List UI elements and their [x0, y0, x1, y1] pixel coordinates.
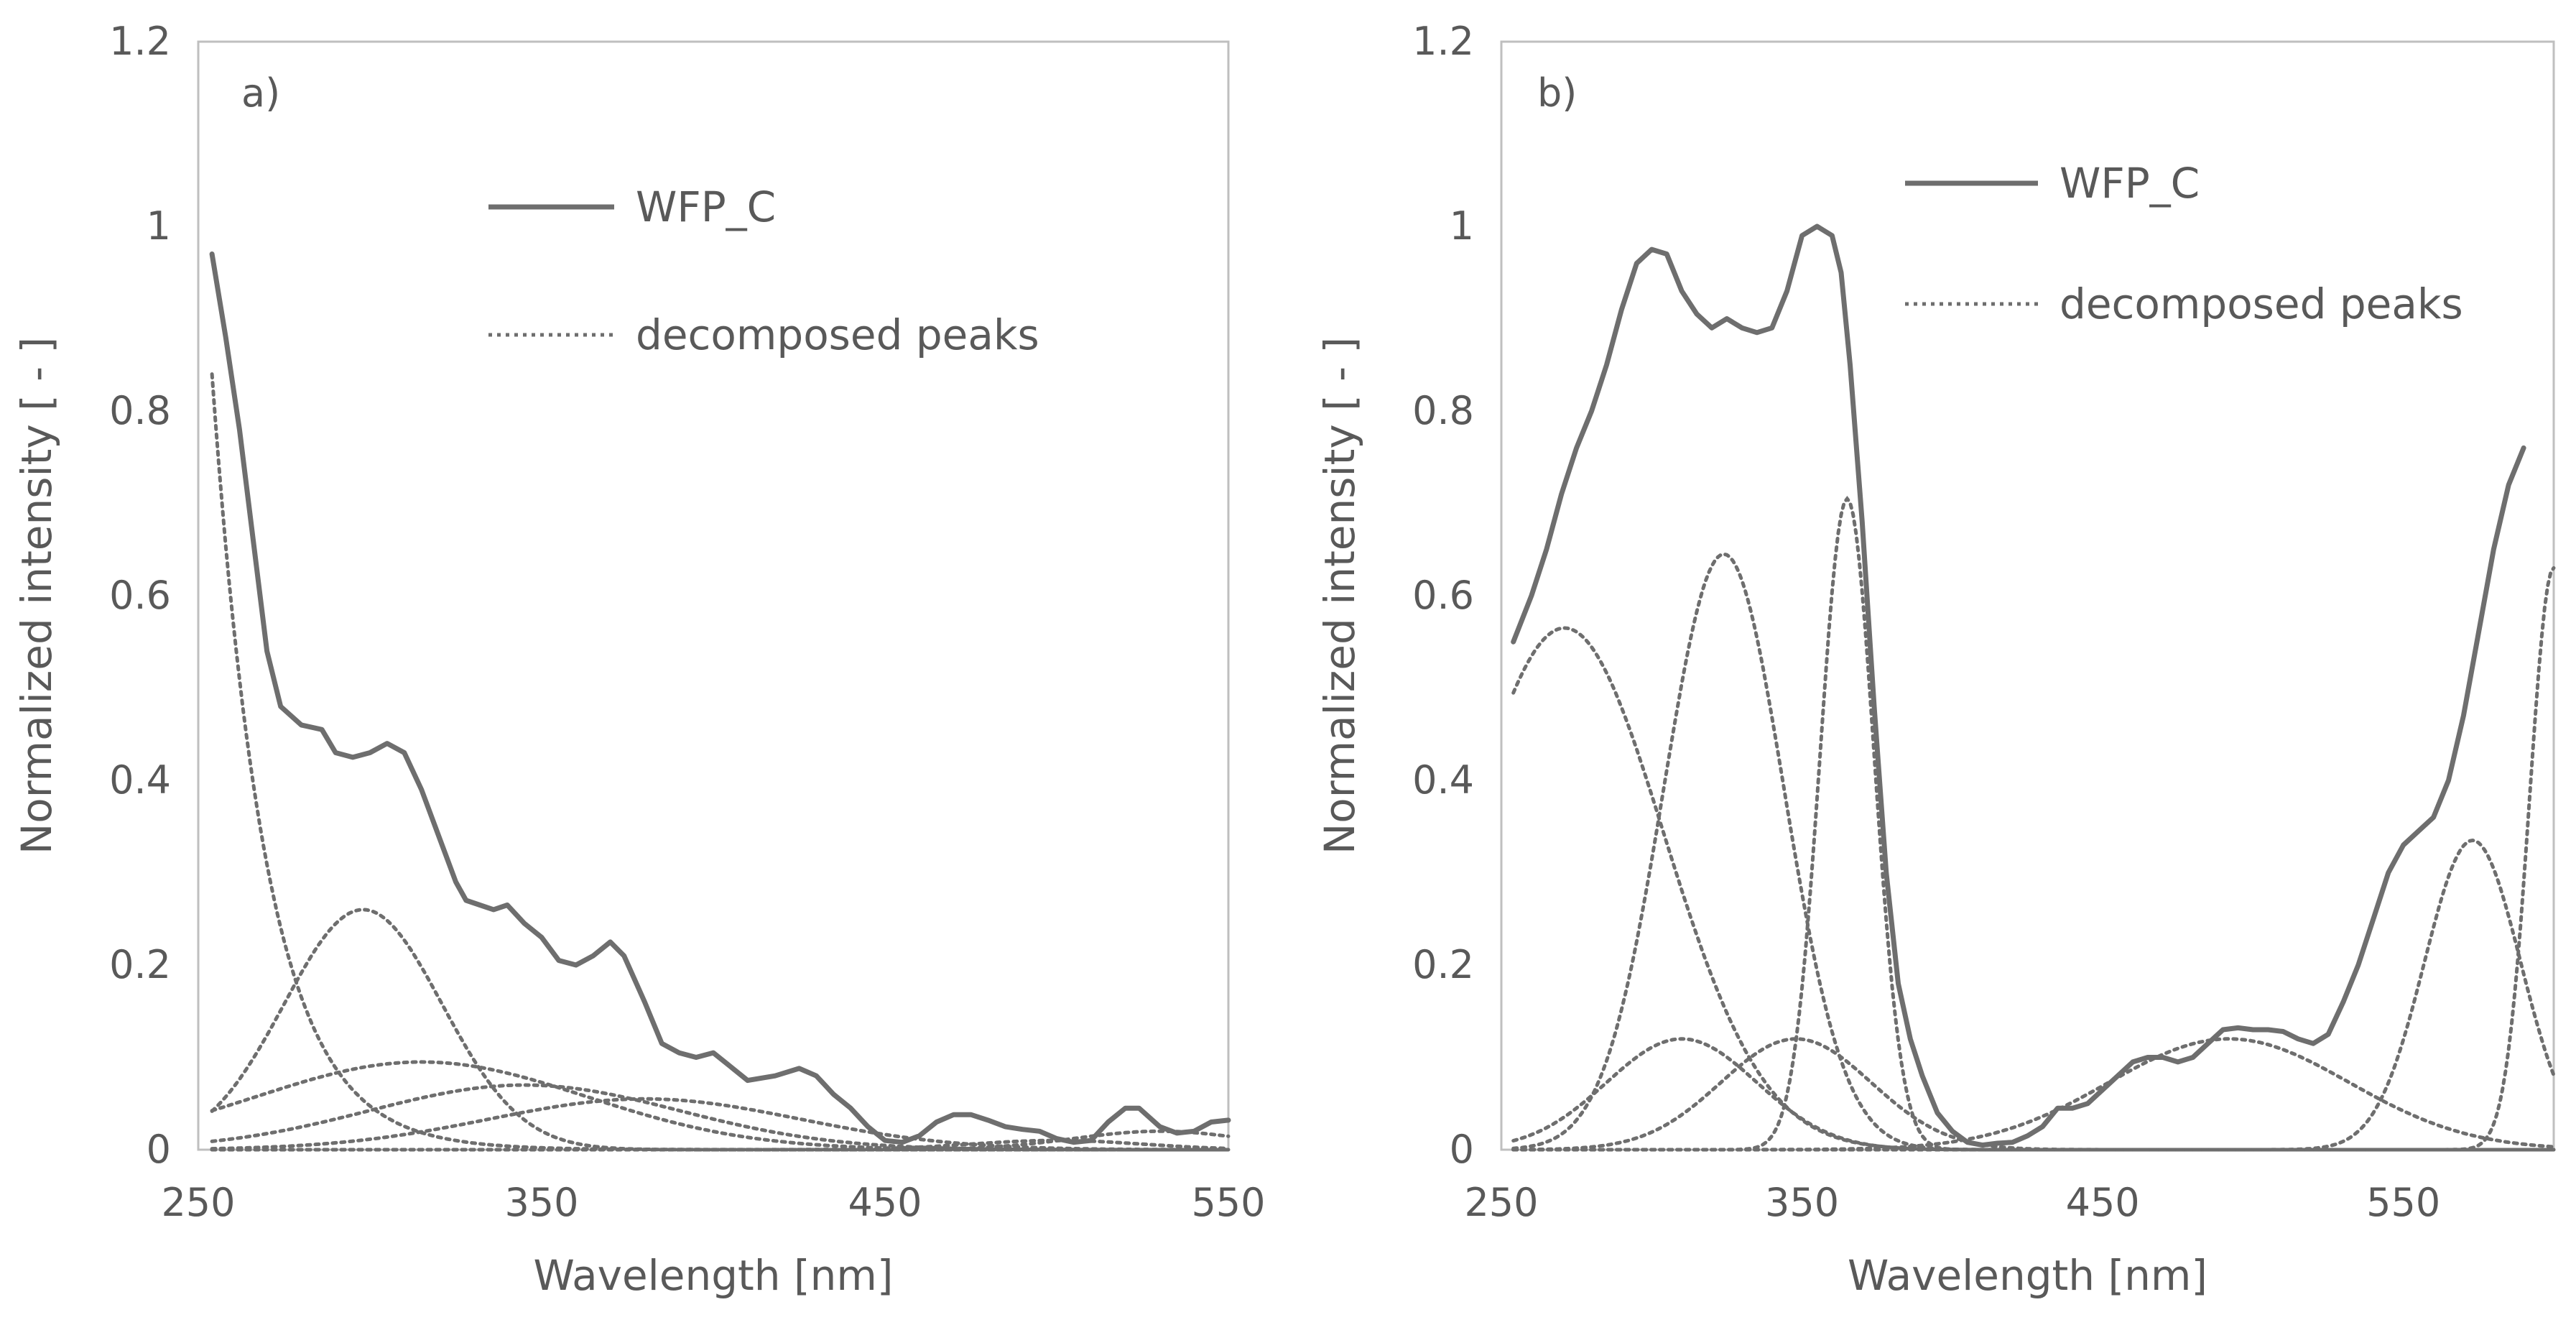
y-tick-label: 0	[147, 1127, 171, 1172]
y-tick-label: 0.4	[109, 757, 171, 803]
decomposed-peak-8	[1511, 566, 2556, 1152]
chart-panel-a: a) 0 0.2 0.4 0.6 0.8 1 1.2 250 350 450 550 Wavelengt…	[12, 19, 1266, 1300]
y-axis-title: Normalized intensity [ - ]	[12, 337, 61, 854]
y-tick-label: 1.2	[109, 19, 171, 64]
decomposed-peak-5	[210, 1097, 1231, 1152]
y-tick-label: 0.4	[1412, 757, 1474, 803]
x-tick-label: 250	[161, 1180, 235, 1225]
x-tick-label: 250	[1464, 1180, 1538, 1225]
series-line-wfp-c	[1511, 223, 2526, 1148]
y-tick-label: 0	[1450, 1127, 1474, 1172]
panel-label: b)	[1537, 70, 1577, 116]
x-tick-label: 350	[504, 1180, 578, 1225]
legend-label-wfp-c: WFP_C	[636, 183, 776, 231]
x-tick-label: 550	[1191, 1180, 1265, 1225]
legend-label-decomposed-peaks: decomposed peaks	[2060, 280, 2463, 328]
legend-label-wfp-c: WFP_C	[2060, 159, 2200, 208]
y-tick-label: 0.6	[109, 573, 171, 618]
decomposed-peak-7	[210, 1129, 1231, 1152]
y-tick-label: 1.2	[1412, 19, 1474, 64]
panel-label: a)	[241, 70, 280, 116]
x-axis-title: Wavelength [nm]	[1848, 1251, 2207, 1300]
y-axis-title: Normalized intensity [ - ]	[1315, 337, 1364, 854]
x-tick-label: 350	[1765, 1180, 1839, 1225]
chart-panel-b: b) 0 0.2 0.4 0.6 0.8 1 1.2 250 350 450 550 Wavelengt…	[1315, 19, 2556, 1300]
series-line-wfp-c	[209, 251, 1231, 1145]
x-tick-label: 550	[2366, 1180, 2440, 1225]
y-tick-label: 0.2	[109, 942, 171, 987]
y-tick-label: 0.8	[1412, 388, 1474, 433]
y-tick-label: 1	[147, 203, 171, 249]
x-tick-label: 450	[2066, 1180, 2140, 1225]
y-tick-label: 0.8	[109, 388, 171, 433]
y-tick-label: 0.2	[1412, 942, 1474, 987]
x-axis-title: Wavelength [nm]	[533, 1251, 893, 1300]
y-tick-label: 1	[1450, 203, 1474, 249]
legend-label-decomposed-peaks: decomposed peaks	[636, 310, 1039, 359]
y-tick-label: 0.6	[1412, 573, 1474, 618]
x-tick-label: 450	[848, 1180, 922, 1225]
